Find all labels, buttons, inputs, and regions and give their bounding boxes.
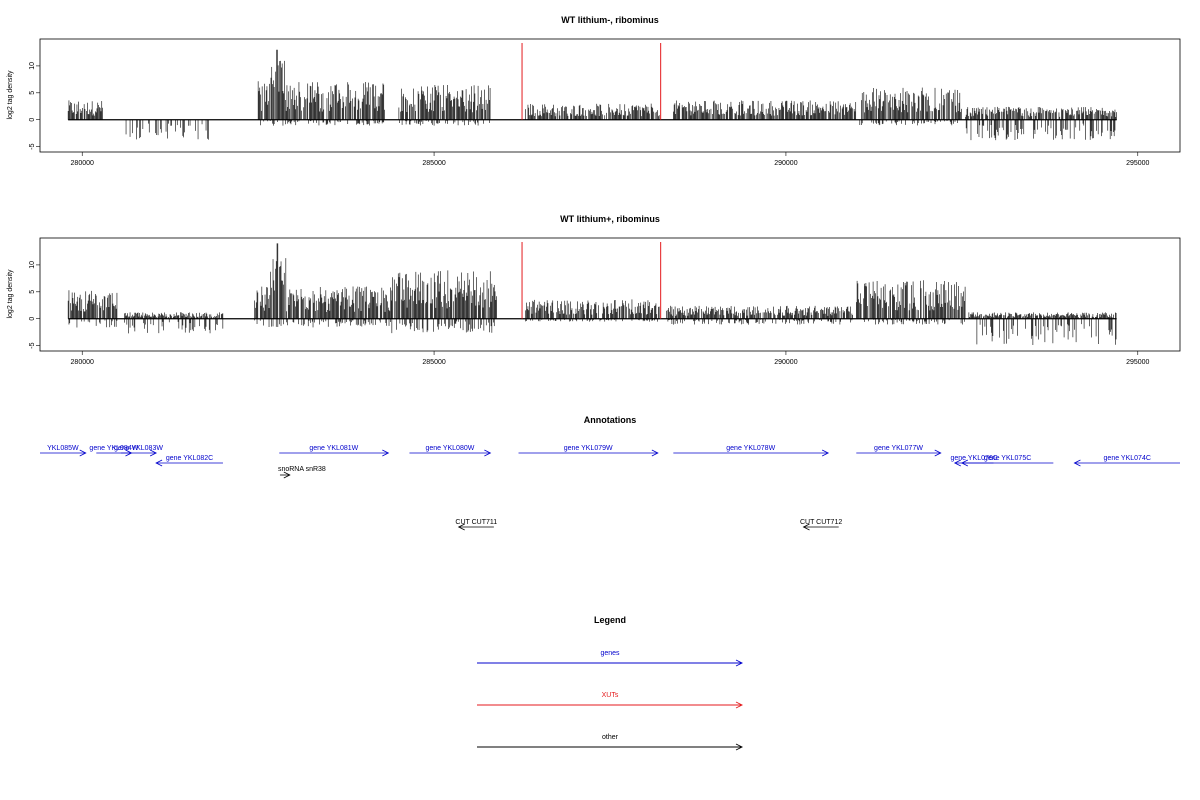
annotation-arrow-head — [953, 459, 961, 467]
y-tick-label: 5 — [29, 290, 36, 294]
legend-item: other — [477, 734, 744, 751]
annotation-feature: gene YKL074C — [1073, 455, 1180, 467]
y-tick-label: 10 — [29, 261, 36, 269]
plot-frame — [39, 38, 1181, 153]
annotation-arrow-head — [283, 471, 291, 479]
annotations-title: Annotations — [584, 415, 637, 425]
annotation-feature: gene YKL081W — [279, 445, 390, 457]
legend-title: Legend — [594, 615, 626, 625]
legend-item: genes — [477, 650, 744, 667]
legend-label: other — [602, 734, 619, 741]
legend-arrow-head — [735, 659, 744, 667]
annotation-label: snoRNA snR38 — [278, 466, 326, 473]
y-axis: -5 0 5 10 — [29, 261, 40, 349]
annotation-feature: gene YKL079W — [518, 445, 659, 457]
annotation-label: gene YKL084W — [89, 445, 138, 452]
annotation-feature: gene YKL080W — [409, 445, 492, 457]
legend-label: XUTs — [602, 692, 619, 699]
density-bars — [67, 49, 1117, 141]
annotation-label: gene YKL077W — [874, 445, 923, 452]
y-tick-label: 0 — [29, 118, 36, 122]
annotation-arrow-head — [934, 449, 942, 457]
x-axis: 280000 285000 290000 295000 — [71, 351, 1150, 366]
annotation-label: gene YKL082C — [166, 455, 213, 462]
x-tick-label: 295000 — [1126, 359, 1149, 366]
annotation-label: gene YKL076C — [950, 455, 997, 462]
plot-frame — [39, 237, 1181, 352]
annotation-arrow-head — [821, 449, 830, 457]
x-tick-label: 285000 — [422, 160, 445, 167]
x-tick-label: 290000 — [774, 359, 797, 366]
annotation-label: gene YKL080W — [425, 445, 474, 452]
track-title: WT lithium+, ribominus — [560, 214, 660, 224]
annotation-feature: gene YKL083W — [114, 445, 163, 457]
annotation-arrow-head — [457, 523, 465, 531]
annotation-arrow-head — [802, 523, 810, 531]
annotation-arrow-head — [149, 449, 158, 457]
annotation-feature: gene YKL082C — [155, 455, 223, 467]
annotation-feature: gene YKL075C — [960, 455, 1054, 467]
annotation-arrow-head — [382, 449, 390, 457]
x-axis: 280000 285000 290000 295000 — [71, 152, 1150, 167]
annotation-label: CUT CUT712 — [800, 519, 842, 526]
annotation-label: gene YKL079W — [564, 445, 613, 452]
y-axis-label: log2 tag density — [7, 269, 14, 319]
annotation-label: gene YKL074C — [1104, 455, 1151, 462]
y-axis: -5 0 5 10 — [29, 62, 40, 150]
annotation-arrow-head — [484, 449, 492, 457]
annotation-arrow-head — [651, 449, 659, 457]
x-tick-label: 280000 — [71, 359, 94, 366]
annotation-feature: YKL085W — [40, 445, 87, 457]
y-tick-label: 5 — [29, 91, 36, 95]
x-tick-label: 285000 — [422, 359, 445, 366]
legend-items: genes XUTs other — [477, 650, 744, 751]
annotation-label: gene YKL083W — [114, 445, 163, 452]
annotation-feature: CUT CUT711 — [455, 519, 497, 531]
track-panel-lithium-plus: WT lithium+, ribominus log2 tag density … — [7, 214, 1181, 366]
annotation-arrow-head — [1073, 459, 1081, 467]
annotation-feature: CUT CUT712 — [800, 519, 842, 531]
y-tick-label: 0 — [29, 317, 36, 321]
annotation-label: gene YKL075C — [984, 455, 1031, 462]
track-title: WT lithium-, ribominus — [561, 15, 659, 25]
y-tick-label: -5 — [29, 143, 36, 149]
annotation-feature: snoRNA snR38 — [278, 466, 326, 479]
annotation-arrow-head — [960, 459, 969, 467]
y-axis-label: log2 tag density — [7, 70, 14, 120]
annotation-label: CUT CUT711 — [455, 519, 497, 526]
density-bars — [67, 243, 1117, 346]
legend-panel: Legend genes XUTs other — [477, 615, 744, 751]
x-tick-label: 280000 — [71, 160, 94, 167]
legend-arrow-head — [735, 701, 744, 709]
xut-markers — [521, 242, 662, 319]
x-tick-label: 295000 — [1126, 160, 1149, 167]
annotation-label: YKL085W — [47, 445, 79, 452]
annotation-arrow-head — [79, 449, 87, 457]
legend-item: XUTs — [477, 692, 744, 709]
y-tick-label: -5 — [29, 342, 36, 348]
annotation-feature: gene YKL077W — [856, 445, 942, 457]
annotation-label: gene YKL081W — [309, 445, 358, 452]
x-tick-label: 290000 — [774, 160, 797, 167]
y-tick-label: 10 — [29, 62, 36, 70]
xut-markers — [521, 43, 662, 120]
annotation-feature: gene YKL078W — [673, 445, 830, 457]
annotation-arrow-head — [155, 459, 163, 467]
legend-arrow-head — [735, 743, 744, 751]
annotation-label: gene YKL078W — [726, 445, 775, 452]
legend-label: genes — [600, 650, 620, 657]
track-panel-lithium-minus: WT lithium-, ribominus log2 tag density … — [7, 15, 1181, 167]
